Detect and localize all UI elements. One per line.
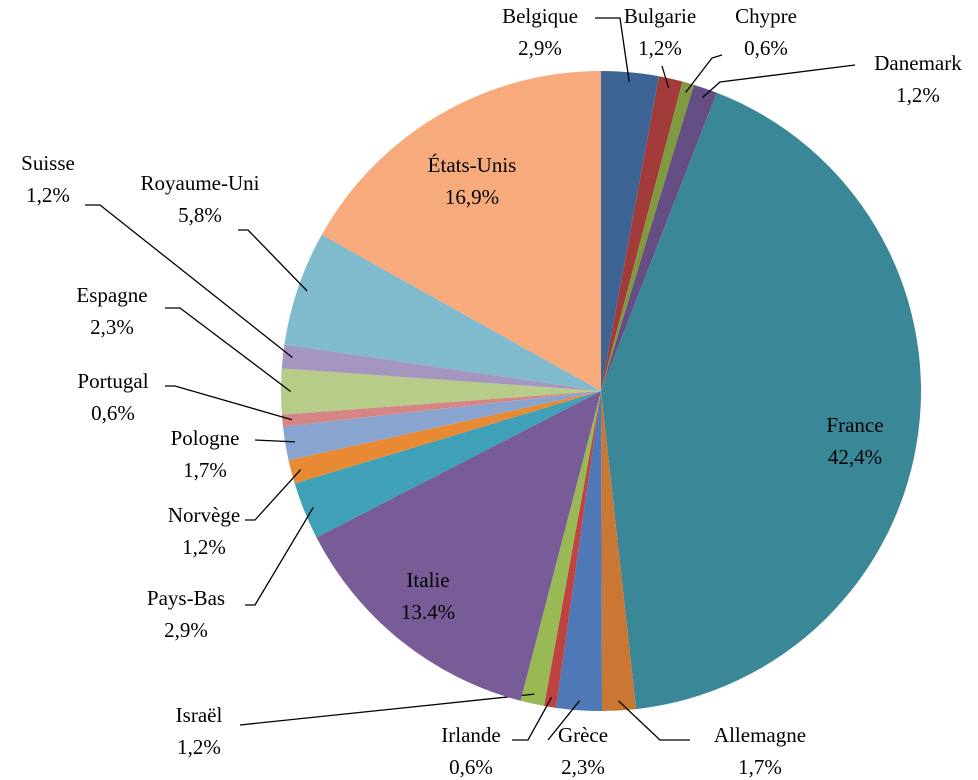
pie-slice	[601, 84, 717, 392]
slice-label: Irlande	[441, 723, 500, 747]
slice-value-label: 0,6%	[91, 401, 135, 425]
slice-value-label: 16,9%	[445, 185, 499, 209]
slice-label: Suisse	[21, 151, 75, 175]
pie-slice	[601, 71, 659, 391]
leader-line	[618, 700, 690, 741]
leader-line	[239, 693, 535, 726]
slice-value-label: 13.4%	[401, 600, 455, 624]
slice-value-label: 0,6%	[744, 36, 788, 60]
slice-label: Norvège	[168, 503, 240, 527]
leader-line	[595, 17, 630, 82]
leader-line	[165, 307, 291, 393]
slice-value-label: 1,2%	[638, 36, 682, 60]
pie-slice	[555, 391, 603, 711]
slice-label: Bulgarie	[624, 4, 696, 28]
slice-value-label: 5,8%	[178, 203, 222, 227]
slice-value-label: 1,2%	[896, 83, 940, 107]
pie-slice	[321, 70, 601, 391]
pie-slice	[520, 391, 601, 706]
leader-line	[85, 204, 293, 358]
pie-slice	[294, 391, 601, 538]
leader-line	[245, 507, 314, 606]
slice-label: Israël	[176, 703, 223, 727]
leader-line	[685, 54, 723, 93]
slice-value-label: 1,7%	[738, 755, 782, 779]
pie-slice	[281, 391, 601, 427]
slice-value-label: 2,3%	[90, 315, 134, 339]
slice-value-label: 1,7%	[183, 458, 227, 482]
slice-label: Pays-Bas	[147, 586, 225, 610]
slice-label: France	[826, 413, 883, 437]
slice-label: Italie	[406, 568, 449, 592]
slice-value-label: 1,2%	[26, 183, 70, 207]
pie-slice	[316, 391, 601, 701]
slice-label: Pologne	[171, 426, 240, 450]
slice-label: Espagne	[76, 283, 147, 307]
pie-slice	[282, 391, 601, 461]
pie-slice	[601, 81, 695, 392]
slice-label: Portugal	[77, 369, 148, 393]
leader-line	[661, 65, 670, 89]
slice-label: Belgique	[502, 4, 578, 28]
slice-value-label: 2,9%	[518, 36, 562, 60]
leader-line	[254, 439, 295, 443]
leader-line	[547, 700, 581, 741]
slice-label: États-Unis	[428, 153, 517, 177]
pie-slice	[601, 391, 637, 711]
leader-line	[245, 469, 302, 521]
slice-label: Chypre	[735, 4, 797, 28]
pie-slice	[288, 391, 601, 484]
slice-value-label: 2,9%	[164, 618, 208, 642]
pie-slice	[284, 234, 601, 391]
pie-slice	[601, 76, 683, 391]
leader-line	[512, 697, 553, 741]
slice-label: Grèce	[558, 723, 608, 747]
slice-label: Allemagne	[714, 723, 806, 747]
pie-slice	[601, 92, 921, 710]
slice-label: Danemark	[874, 51, 962, 75]
leader-line	[238, 229, 308, 292]
pie-slice	[281, 368, 601, 415]
slice-value-label: 1,2%	[182, 535, 226, 559]
slice-value-label: 0,6%	[449, 755, 493, 779]
pie-slice	[281, 344, 601, 391]
slice-label: Royaume-Uni	[141, 171, 260, 195]
leader-line	[701, 64, 856, 99]
pie-slice	[544, 391, 601, 708]
slice-value-label: 1,2%	[177, 735, 221, 759]
slice-value-label: 2,3%	[561, 755, 605, 779]
slice-value-label: 42,4%	[828, 445, 882, 469]
leader-line	[165, 385, 293, 421]
